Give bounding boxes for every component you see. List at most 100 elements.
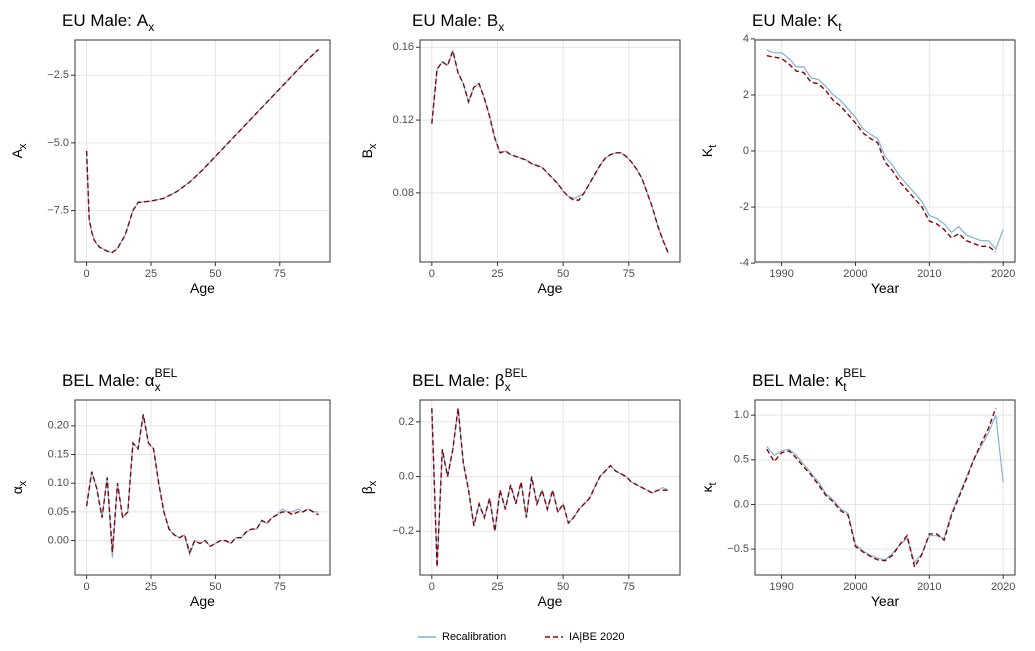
y-tick-label: 0.00 <box>48 534 69 546</box>
y-tick-label: 0.0 <box>734 498 749 510</box>
panel: BEL Male: κtBEL 1990 2000 2010 2020 −0.5 0.0 0.5… <box>699 366 1016 609</box>
x-tick-label: 75 <box>623 268 635 280</box>
y-tick-label: 1.0 <box>734 409 749 421</box>
series-line: IA|BE 2020 <box>431 408 669 567</box>
y-tick-label: −0.5 <box>727 543 749 555</box>
x-tick-label: 25 <box>491 581 503 593</box>
y-tick-label: 4 <box>743 33 749 45</box>
series-line: IA|BE 2020 <box>766 407 997 569</box>
y-tick-label: -2 <box>739 201 749 213</box>
panel: EU Male: Ax 0 25 50 75 −7.5 −5.0 −2.5 Age Ax Recali… <box>9 11 331 296</box>
x-tick-label: 25 <box>145 581 157 593</box>
y-label-sub: t <box>707 145 719 148</box>
y-tick-label: 0.12 <box>393 114 414 126</box>
x-tick-label: 0 <box>84 268 90 280</box>
series-line: IA|BE 2020 <box>431 48 669 254</box>
y-tick-label: 0.5 <box>734 454 749 466</box>
y-tick-label: 0.0 <box>399 470 414 482</box>
x-tick-label: 50 <box>209 268 221 280</box>
y-tick-label: −0.2 <box>392 525 414 537</box>
x-tick-label: 2020 <box>991 268 1015 280</box>
title-text: BEL Male: <box>62 371 140 390</box>
y-tick-label: 0.20 <box>48 420 69 432</box>
x-tick-label: 0 <box>429 268 435 280</box>
y-axis-label: Bx <box>359 143 379 158</box>
panel-title: BEL Male: βxBEL <box>412 366 528 394</box>
title-symbol: K <box>827 11 839 30</box>
y-axis-label: βx <box>359 480 379 494</box>
x-axis-label: Age <box>190 593 215 609</box>
panel: EU Male: Kt 1990 2000 2010 2020 -4 -2 0 2 4 Year Kt R… <box>699 11 1016 296</box>
y-tick-label: 0.16 <box>393 41 414 53</box>
series-line: IA|BE 2020 <box>85 414 319 555</box>
panel-border <box>419 39 681 263</box>
x-tick-label: 2000 <box>843 581 867 593</box>
y-tick-label: 0.2 <box>399 416 414 428</box>
title-symbol: α <box>145 371 155 390</box>
x-tick-label: 25 <box>145 268 157 280</box>
y-label-sub: x <box>367 480 379 486</box>
title-sub: x <box>155 380 161 394</box>
y-tick-label: 0.08 <box>393 187 414 199</box>
series-line: Recalibration <box>431 48 669 254</box>
title-sub: t <box>838 20 842 34</box>
y-label-symbol: B <box>359 149 375 158</box>
panel-title: BEL Male: κtBEL <box>752 366 866 394</box>
x-axis-label: Age <box>190 280 215 296</box>
panel: EU Male: Bx 0 25 50 75 0.08 0.12 0.16 Age Bx Recali… <box>359 11 681 296</box>
title-text: EU Male: <box>412 11 482 30</box>
y-axis-label: Ax <box>9 143 29 158</box>
y-label-sub: x <box>17 143 29 149</box>
legend-label: Recalibration <box>442 631 506 643</box>
title-symbol: κ <box>835 371 844 390</box>
title-sup: BEL <box>843 366 866 380</box>
y-label-symbol: A <box>9 148 25 158</box>
y-tick-label: −7.5 <box>47 204 69 216</box>
x-tick-label: 1990 <box>769 268 793 280</box>
title-symbol: B <box>487 11 498 30</box>
x-axis-label: Age <box>538 593 563 609</box>
x-tick-label: 75 <box>274 581 286 593</box>
title-sub: x <box>505 380 511 394</box>
panel-border <box>419 399 681 576</box>
y-axis-label: αx <box>9 480 29 494</box>
series-line: Recalibration <box>85 49 319 254</box>
y-tick-label: 0 <box>743 145 749 157</box>
panel-title: BEL Male: αxBEL <box>62 366 178 394</box>
legend-label: IA|BE 2020 <box>569 631 624 643</box>
y-tick-label: 2 <box>743 89 749 101</box>
x-tick-label: 50 <box>557 268 569 280</box>
x-tick-label: 1990 <box>769 581 793 593</box>
x-tick-label: 75 <box>623 581 635 593</box>
y-tick-label: −2.5 <box>47 69 69 81</box>
x-axis-label: Year <box>871 593 900 609</box>
x-tick-label: 2000 <box>843 268 867 280</box>
x-tick-label: 2020 <box>991 581 1015 593</box>
panel-border <box>754 39 1016 263</box>
y-label-sub: t <box>707 482 719 485</box>
y-tick-label: 0.10 <box>48 477 69 489</box>
y-label-sub: x <box>367 143 379 149</box>
x-tick-label: 75 <box>274 268 286 280</box>
x-tick-label: 2010 <box>917 268 941 280</box>
y-axis-label: κt <box>699 482 719 492</box>
y-tick-label: 0.15 <box>48 448 69 460</box>
panel-title: EU Male: Bx <box>412 11 504 34</box>
y-tick-label: -4 <box>739 257 749 269</box>
y-label-symbol: K <box>699 147 715 157</box>
x-axis-label: Year <box>871 280 900 296</box>
y-axis-label: Kt <box>699 145 719 157</box>
series-line: Recalibration <box>766 49 1004 251</box>
x-tick-label: 50 <box>557 581 569 593</box>
panel-border <box>74 39 331 263</box>
title-symbol: β <box>495 371 505 390</box>
y-label-symbol: α <box>9 486 25 494</box>
x-tick-label: 2010 <box>917 581 941 593</box>
x-tick-label: 50 <box>209 581 221 593</box>
series-line: Recalibration <box>85 414 319 558</box>
title-sup: BEL <box>155 366 178 380</box>
panel-border <box>74 399 331 576</box>
panel-title: EU Male: Ax <box>62 11 154 34</box>
